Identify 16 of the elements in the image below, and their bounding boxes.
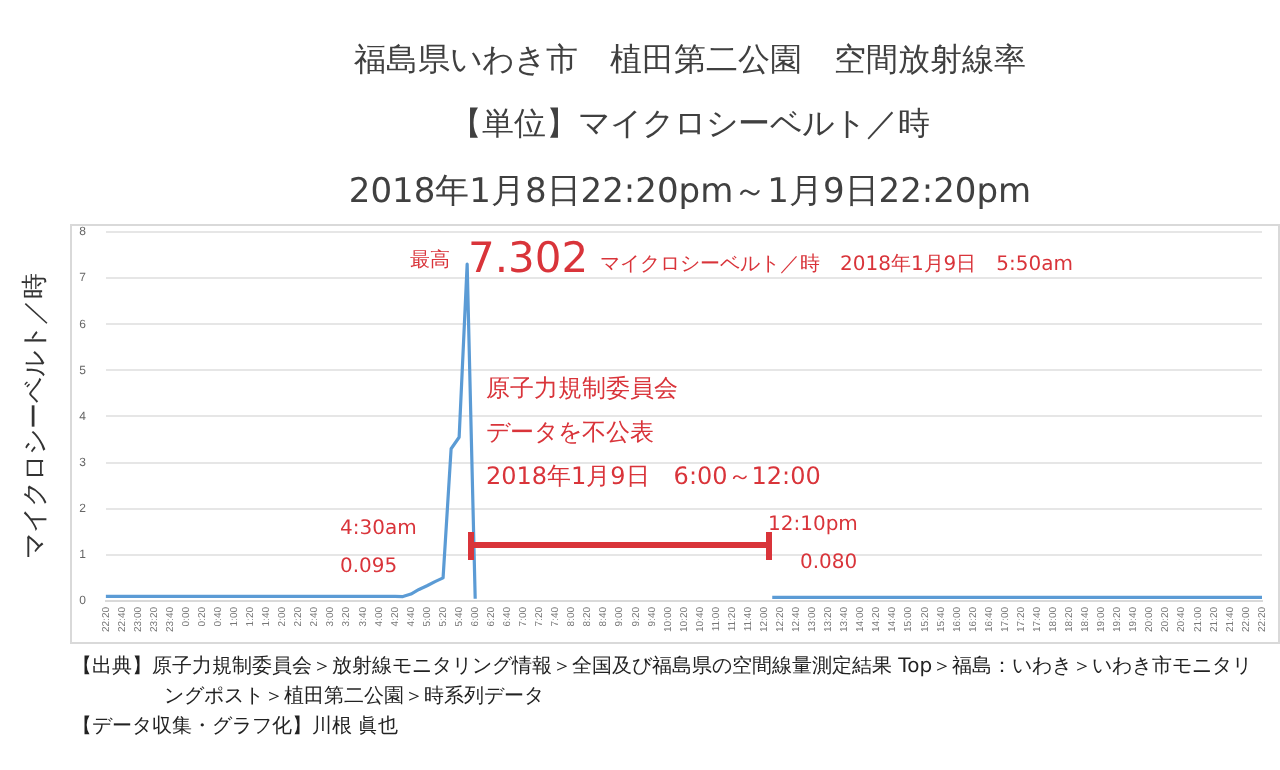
annotation: 12:10pm bbox=[768, 514, 858, 536]
annotation: 4:30am bbox=[340, 518, 417, 540]
text: 【出典】原子力規制委員会＞放射線モニタリング情報＞全国及び福島県の空間線量測定結果 Top＞福島：いわき＞いわき市モニタリングポスト＞植田第二公園＞時系列データ bbox=[72, 653, 1255, 712]
text: 2018年1月8日22:20pm～1月9日22:20pm bbox=[346, 170, 1034, 214]
annotation: 最高 bbox=[410, 248, 450, 272]
annotation: データを不公表 bbox=[486, 418, 654, 446]
annotation: 2018年1月9日 6:00～12:00 bbox=[486, 462, 821, 490]
annotation: マイクロシーベルト／時 2018年1月9日 5:50am bbox=[600, 252, 1073, 276]
annotation: 0.095 bbox=[340, 556, 398, 578]
y-axis-title: マイクロシーベルト／時 bbox=[18, 273, 49, 560]
text: 【データ収集・グラフ化】川根 眞也 bbox=[72, 713, 401, 742]
annotation: 原子力規制委員会 bbox=[486, 374, 678, 402]
annotation: 0.080 bbox=[800, 552, 858, 574]
chart-subtitle: 【単位】マイクロシーベルト／時 bbox=[448, 104, 932, 146]
annotation: 7.302 bbox=[468, 234, 589, 282]
chart-title: 福島県いわき市 植田第二公園 空間放射線率 bbox=[352, 40, 1028, 82]
